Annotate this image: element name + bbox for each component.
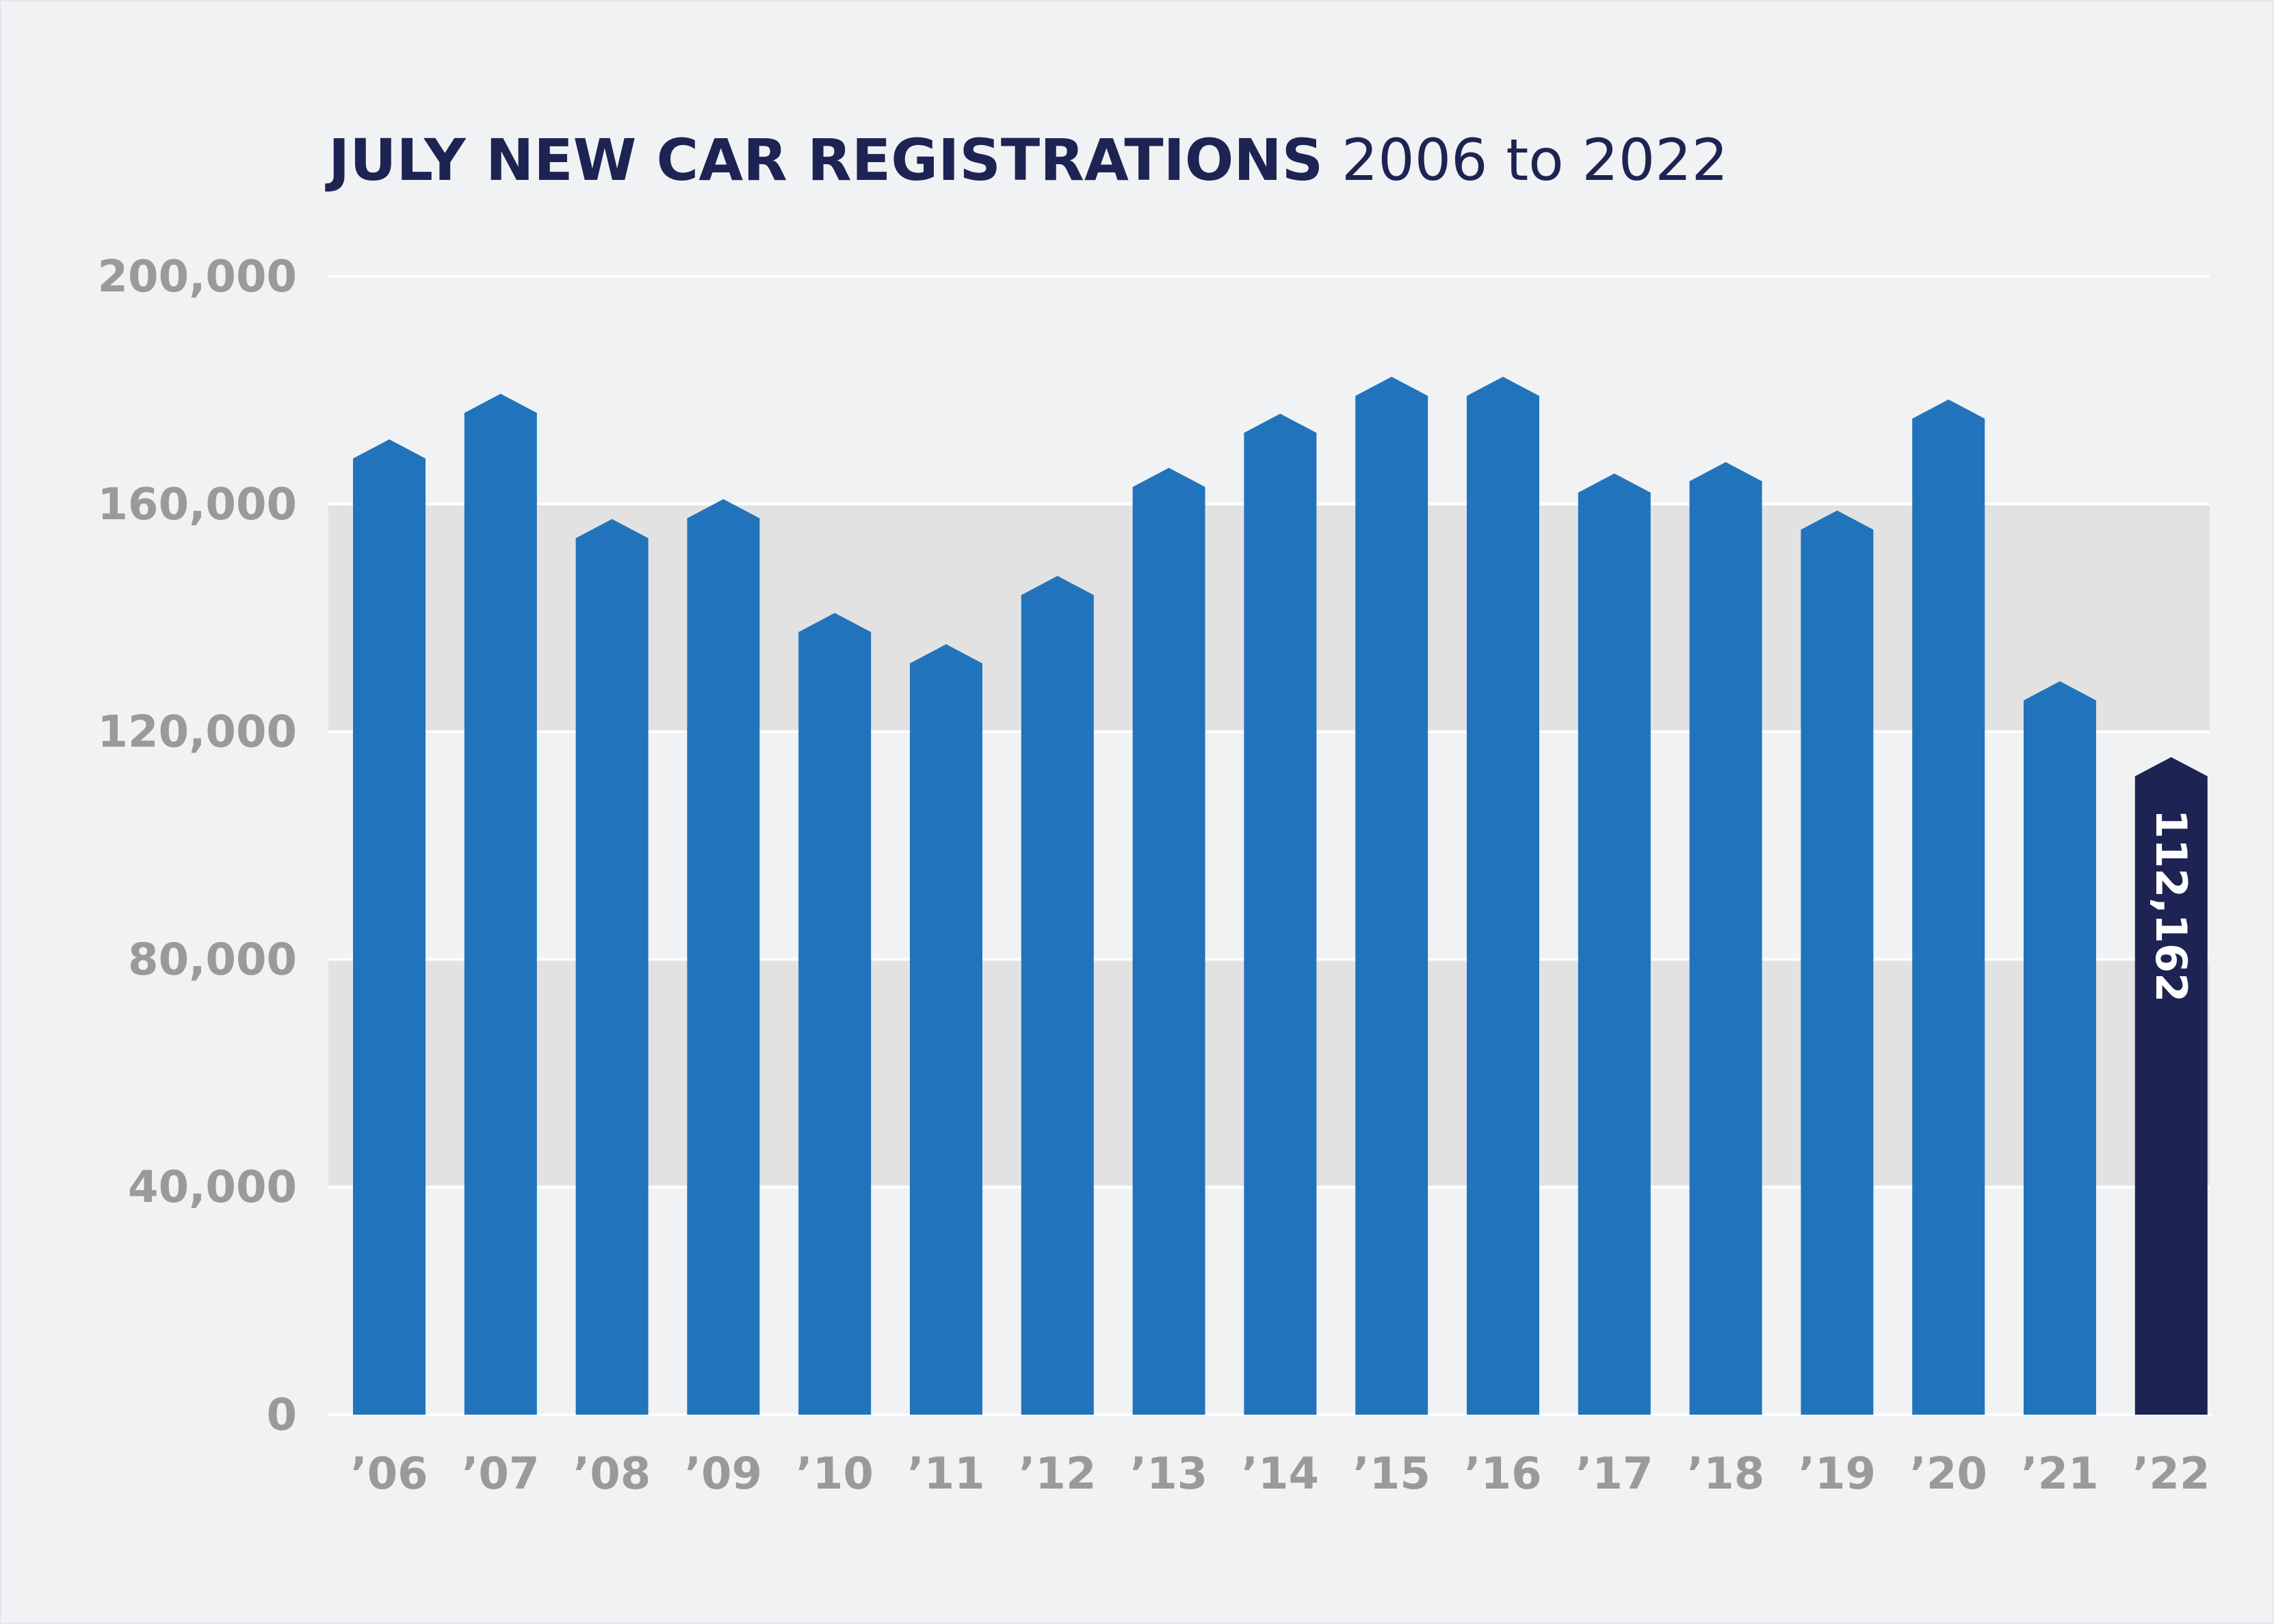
bar-12 [1689,462,1762,1415]
x-tick-label: ’06 [350,1449,428,1499]
bar-16 [2134,757,2208,1415]
bar-8 [1244,413,1317,1415]
bar-9 [1355,376,1428,1415]
chart-subtitle: 2006 to 2022 [1341,127,1729,194]
chart-title-main: JULY NEW CAR REGISTRATIONS [328,127,1324,194]
x-tick-label: ’14 [1242,1449,1319,1499]
x-tick-label: ’19 [1799,1449,1876,1499]
bar-4 [798,613,872,1415]
x-tick-label: ’21 [2021,1449,2098,1499]
bar-1 [464,393,537,1415]
data-label: 112,162 [2146,809,2196,1002]
x-tick-label: ’07 [462,1449,539,1499]
bar-2 [575,519,649,1415]
y-tick-label: 80,000 [128,934,297,985]
bars [353,376,2208,1415]
x-axis: ’06 ’07 ’08 ’09 ’10 ’11 ’12 ’13 ’14 ’15 ’16 ’17 ’18 ’… [350,1449,2210,1499]
y-axis: 0 40,000 80,000 120,000 160,000 200,000 [98,252,298,1441]
bar-14 [1912,400,1985,1415]
x-tick-label: ’08 [573,1449,651,1499]
y-tick-label: 0 [266,1390,297,1441]
x-tick-label: ’15 [1353,1449,1430,1499]
y-tick-label: 200,000 [98,252,298,302]
y-tick-label: 160,000 [98,480,298,530]
y-tick-label: 40,000 [128,1162,297,1213]
x-tick-label: ’09 [685,1449,762,1499]
bar-0 [353,439,426,1415]
bar-11 [1578,473,1651,1415]
x-tick-label: ’18 [1687,1449,1764,1499]
bar-13 [1801,510,1874,1415]
y-tick-label: 120,000 [98,707,298,758]
x-tick-label: ’17 [1576,1449,1653,1499]
bar-7 [1132,467,1205,1415]
x-tick-label: ’13 [1130,1449,1207,1499]
bar-3 [687,499,760,1415]
x-tick-label: ’10 [796,1449,874,1499]
bar-15 [2024,681,2096,1415]
bar-10 [1467,376,1539,1415]
x-tick-label: ’16 [1464,1449,1541,1499]
x-tick-label: ’11 [907,1449,984,1499]
data-labels: 112,162 [2146,809,2196,1002]
chart-title: JULY NEW CAR REGISTRATIONS 2006 to 2022 [328,126,1728,194]
x-tick-label: ’20 [1910,1449,1987,1499]
bar-5 [910,644,982,1415]
x-tick-label: ’22 [2132,1449,2210,1499]
x-tick-label: ’12 [1019,1449,1096,1499]
bar-6 [1021,575,1094,1415]
